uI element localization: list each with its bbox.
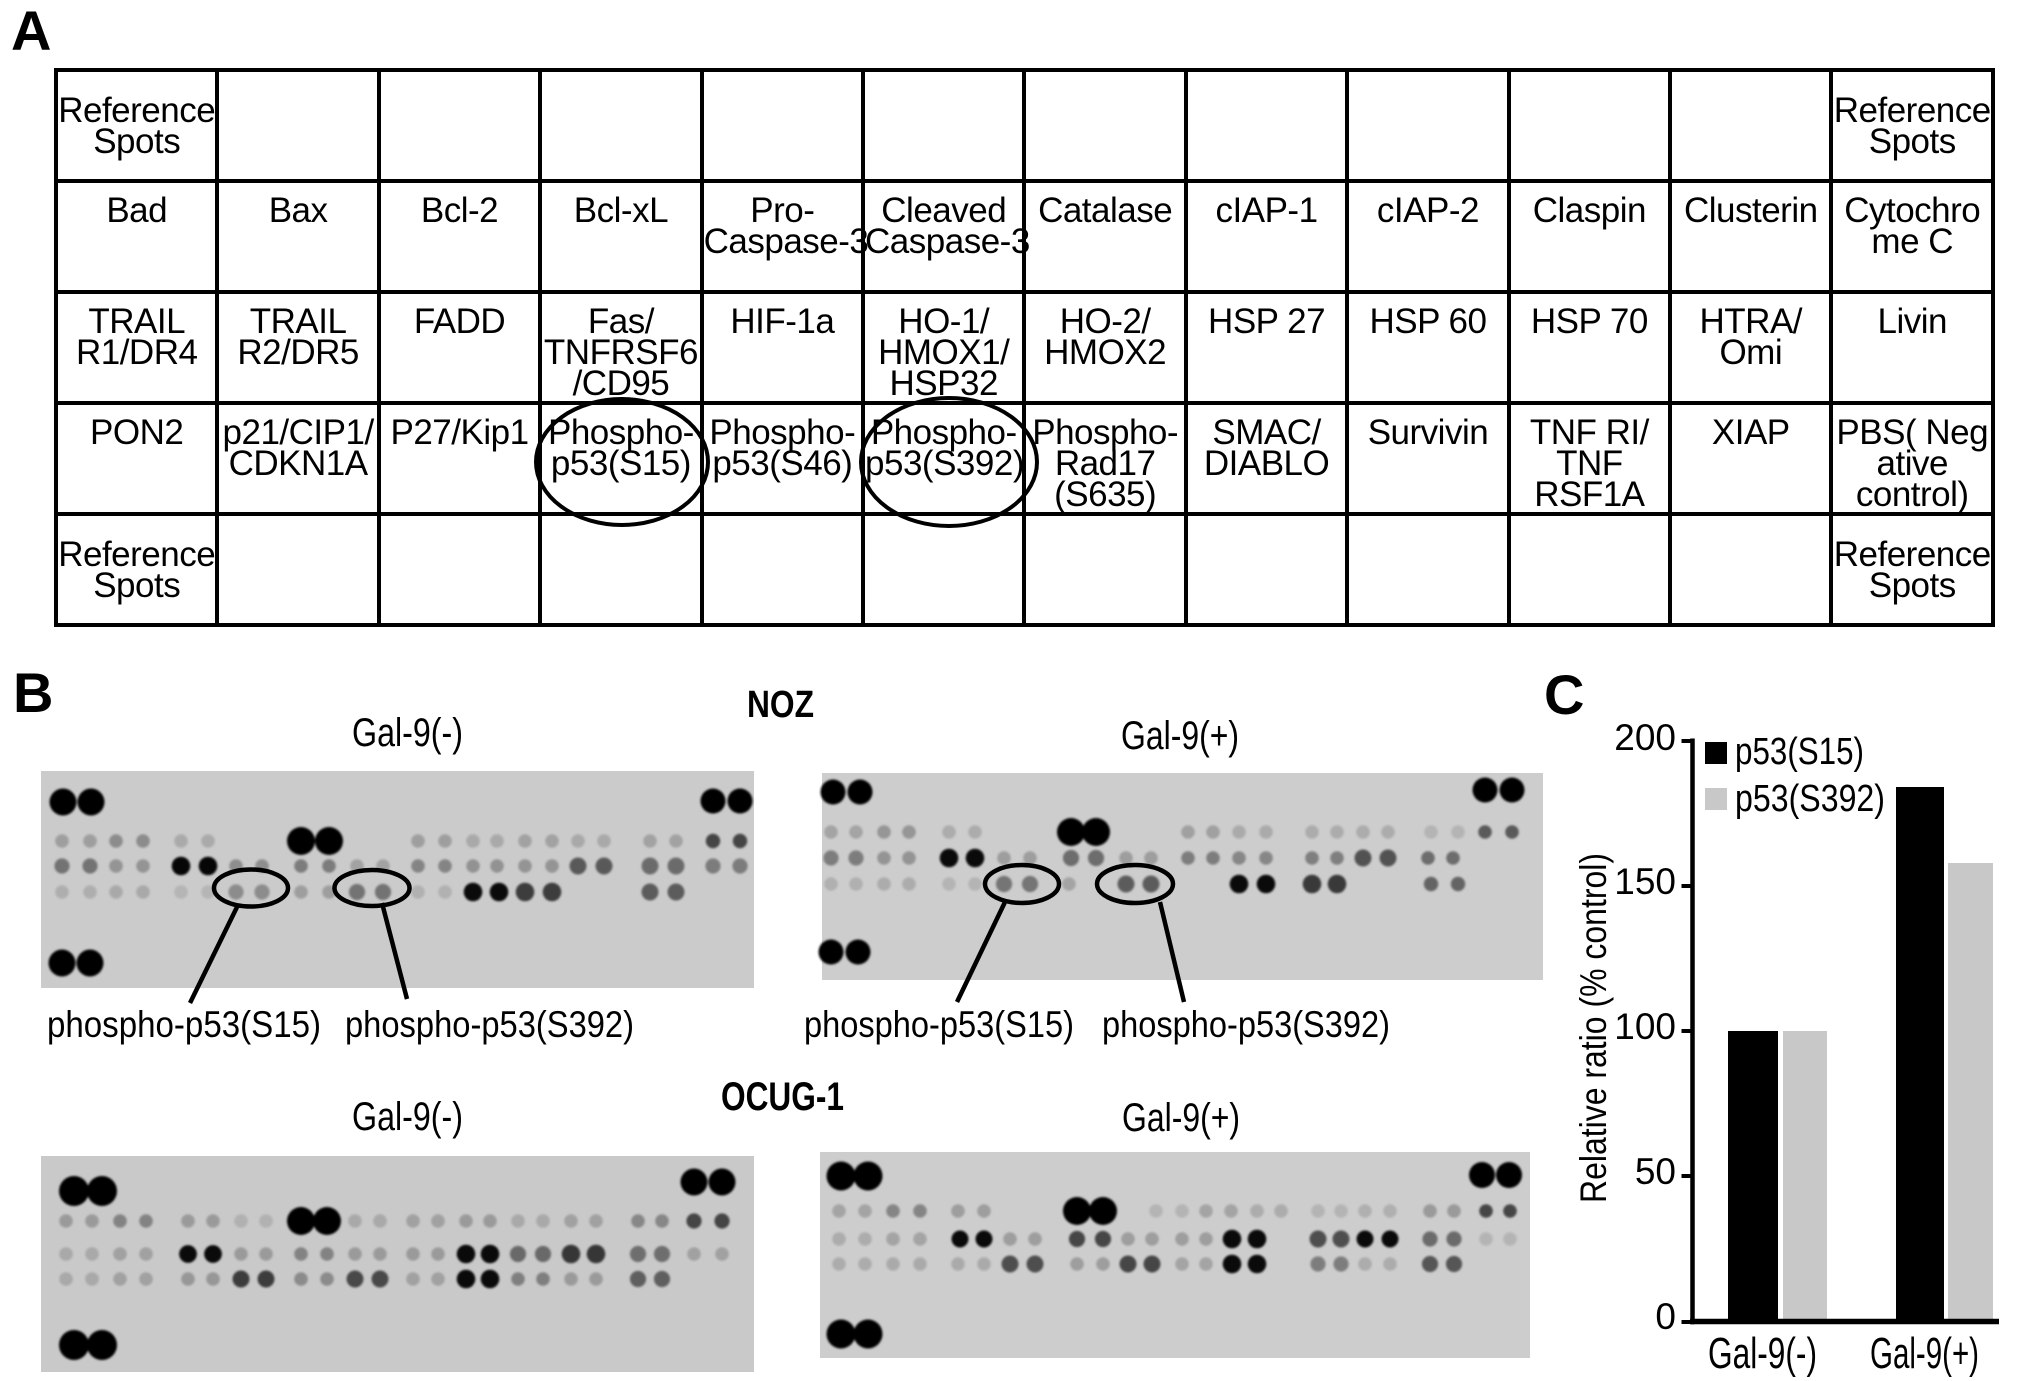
svg-text:p53(S392): p53(S392): [1735, 778, 1885, 820]
svg-text:Gal-9(-): Gal-9(-): [1708, 1329, 1817, 1378]
svg-text:Gal-9(+): Gal-9(+): [1870, 1329, 1979, 1378]
svg-text:B: B: [13, 661, 53, 724]
svg-text:p53(S15): p53(S15): [1735, 731, 1864, 773]
svg-text:150: 150: [1614, 861, 1676, 902]
svg-text:NOZ: NOZ: [747, 684, 814, 726]
svg-text:100: 100: [1614, 1006, 1676, 1047]
svg-text:A: A: [11, 0, 51, 62]
svg-text:Gal-9(+): Gal-9(+): [1121, 714, 1239, 758]
svg-text:0: 0: [1655, 1296, 1676, 1337]
svg-text:200: 200: [1614, 717, 1676, 758]
svg-text:phospho-p53(S15): phospho-p53(S15): [47, 1004, 321, 1045]
svg-text:phospho-p53(S392): phospho-p53(S392): [345, 1004, 634, 1045]
svg-text:Gal-9(+): Gal-9(+): [1122, 1096, 1240, 1140]
svg-text:Relative ratio (% control): Relative ratio (% control): [1573, 853, 1614, 1203]
svg-text:Gal-9(-): Gal-9(-): [352, 1095, 463, 1139]
svg-text:phospho-p53(S392): phospho-p53(S392): [1102, 1004, 1390, 1045]
svg-text:C: C: [1544, 663, 1584, 726]
svg-text:phospho-p53(S15): phospho-p53(S15): [804, 1004, 1074, 1045]
svg-text:50: 50: [1635, 1151, 1676, 1192]
svg-text:OCUG-1: OCUG-1: [721, 1075, 844, 1119]
svg-text:Gal-9(-): Gal-9(-): [352, 711, 463, 755]
